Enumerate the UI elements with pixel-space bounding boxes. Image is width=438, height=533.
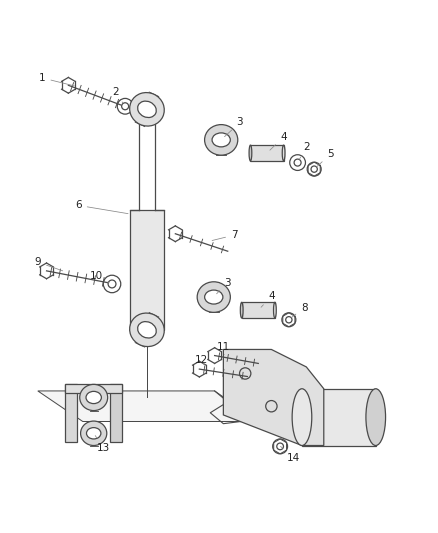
Polygon shape bbox=[65, 384, 77, 442]
Ellipse shape bbox=[139, 110, 155, 114]
Text: 3: 3 bbox=[217, 278, 231, 294]
Ellipse shape bbox=[292, 389, 312, 446]
Text: 8: 8 bbox=[291, 303, 307, 318]
Text: 9: 9 bbox=[35, 257, 63, 271]
Ellipse shape bbox=[366, 389, 385, 446]
Text: 10: 10 bbox=[89, 271, 109, 282]
Polygon shape bbox=[242, 302, 275, 318]
Polygon shape bbox=[38, 391, 258, 422]
Text: 3: 3 bbox=[225, 117, 243, 136]
Text: 11: 11 bbox=[217, 342, 230, 354]
Text: 13: 13 bbox=[95, 435, 110, 453]
Text: 12: 12 bbox=[195, 356, 208, 366]
Polygon shape bbox=[223, 350, 324, 446]
Ellipse shape bbox=[249, 145, 252, 161]
Polygon shape bbox=[110, 384, 122, 442]
Text: 14: 14 bbox=[281, 446, 300, 463]
Ellipse shape bbox=[197, 282, 230, 312]
Text: 4: 4 bbox=[261, 291, 275, 307]
Ellipse shape bbox=[86, 427, 101, 439]
Ellipse shape bbox=[130, 93, 164, 126]
Text: 2: 2 bbox=[300, 142, 310, 159]
Text: 7: 7 bbox=[212, 230, 237, 240]
Ellipse shape bbox=[86, 391, 101, 403]
Text: 6: 6 bbox=[75, 200, 128, 214]
Ellipse shape bbox=[273, 302, 276, 318]
Ellipse shape bbox=[81, 421, 107, 446]
Ellipse shape bbox=[138, 321, 156, 338]
Ellipse shape bbox=[138, 101, 156, 117]
Ellipse shape bbox=[80, 384, 108, 410]
Ellipse shape bbox=[205, 125, 238, 155]
Ellipse shape bbox=[131, 327, 163, 333]
Text: 4: 4 bbox=[270, 132, 287, 150]
Text: 5: 5 bbox=[317, 149, 334, 167]
Polygon shape bbox=[302, 389, 376, 446]
Polygon shape bbox=[65, 384, 122, 393]
Polygon shape bbox=[251, 145, 284, 161]
Text: 1: 1 bbox=[39, 73, 74, 86]
Polygon shape bbox=[131, 210, 163, 330]
Text: 2: 2 bbox=[112, 87, 123, 103]
Ellipse shape bbox=[282, 145, 285, 161]
Ellipse shape bbox=[212, 133, 230, 147]
Ellipse shape bbox=[240, 302, 243, 318]
Ellipse shape bbox=[205, 290, 223, 304]
Ellipse shape bbox=[130, 313, 164, 346]
